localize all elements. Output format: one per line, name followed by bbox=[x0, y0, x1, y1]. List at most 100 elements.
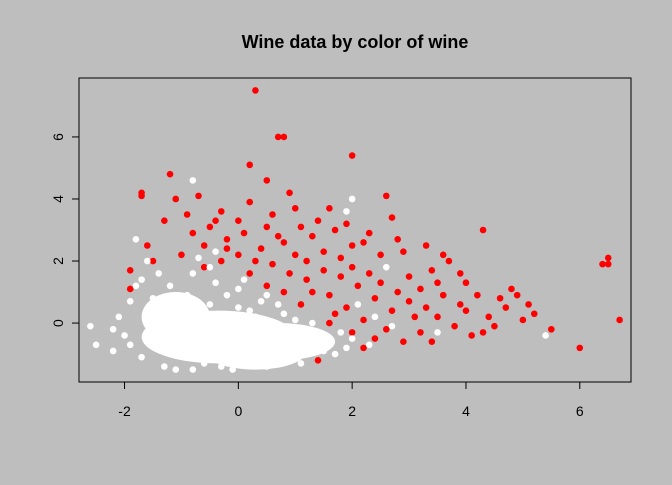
data-point bbox=[314, 356, 322, 364]
data-point bbox=[348, 242, 356, 249]
data-point bbox=[263, 282, 271, 290]
data-point bbox=[428, 338, 436, 345]
data-point bbox=[314, 332, 322, 339]
data-point bbox=[326, 291, 333, 299]
data-point bbox=[143, 257, 151, 265]
data-point bbox=[502, 304, 510, 311]
data-point bbox=[280, 310, 288, 318]
data-point bbox=[206, 263, 214, 271]
x-tick-label: 4 bbox=[462, 403, 470, 419]
data-point bbox=[456, 301, 464, 308]
data-point bbox=[348, 263, 356, 271]
data-point bbox=[138, 353, 145, 361]
data-point bbox=[172, 366, 180, 373]
data-point bbox=[183, 291, 191, 299]
data-point bbox=[343, 344, 350, 352]
data-point bbox=[126, 298, 134, 305]
data-point bbox=[400, 338, 407, 345]
data-point bbox=[365, 229, 373, 237]
data-point bbox=[263, 223, 271, 231]
data-point bbox=[212, 217, 219, 224]
data-point bbox=[439, 251, 447, 259]
data-point bbox=[291, 204, 299, 212]
data-point bbox=[348, 335, 356, 342]
data-point bbox=[360, 316, 367, 324]
data-point bbox=[320, 267, 328, 274]
data-point bbox=[599, 260, 606, 268]
data-point bbox=[525, 301, 532, 308]
data-point bbox=[200, 242, 208, 249]
data-point bbox=[132, 282, 140, 290]
data-point bbox=[217, 257, 225, 265]
data-point bbox=[257, 298, 265, 305]
x-tick-label: 6 bbox=[576, 403, 584, 419]
data-point bbox=[394, 288, 401, 296]
data-point bbox=[462, 307, 470, 314]
data-point bbox=[382, 263, 390, 271]
data-point bbox=[405, 273, 413, 280]
data-point bbox=[217, 313, 225, 321]
data-point bbox=[434, 279, 441, 287]
data-point bbox=[280, 133, 288, 141]
data-point bbox=[405, 298, 413, 305]
data-point bbox=[604, 254, 612, 262]
data-point bbox=[286, 356, 293, 364]
data-point bbox=[400, 248, 407, 256]
data-point bbox=[121, 332, 128, 339]
data-point bbox=[456, 270, 464, 277]
data-point bbox=[161, 217, 168, 224]
data-point bbox=[229, 366, 236, 373]
data-point bbox=[303, 350, 310, 358]
data-point bbox=[246, 307, 254, 314]
data-point bbox=[474, 291, 481, 299]
data-point bbox=[337, 254, 345, 262]
data-point bbox=[132, 236, 140, 243]
data-point bbox=[189, 177, 197, 184]
data-point bbox=[434, 329, 441, 336]
data-point bbox=[388, 214, 396, 221]
data-point bbox=[337, 273, 345, 280]
data-point bbox=[246, 161, 254, 169]
data-point bbox=[269, 211, 276, 218]
data-point bbox=[217, 208, 225, 215]
data-point bbox=[109, 347, 117, 355]
y-tick-label: 6 bbox=[50, 133, 66, 141]
data-point bbox=[485, 313, 493, 321]
data-point bbox=[138, 192, 145, 200]
data-point bbox=[143, 242, 151, 249]
data-point bbox=[263, 177, 271, 184]
data-point bbox=[326, 341, 333, 349]
data-point bbox=[200, 263, 208, 271]
data-point bbox=[417, 329, 424, 336]
data-point bbox=[496, 294, 504, 302]
data-point bbox=[166, 347, 174, 355]
data-point bbox=[326, 319, 333, 327]
data-point bbox=[462, 279, 470, 287]
data-point bbox=[235, 332, 242, 339]
y-axis: 0 2 4 6 bbox=[50, 133, 80, 327]
data-point bbox=[172, 316, 180, 324]
data-point bbox=[212, 344, 219, 352]
data-point bbox=[280, 338, 288, 345]
data-point bbox=[508, 285, 515, 293]
data-point bbox=[138, 276, 145, 283]
data-point bbox=[388, 307, 396, 314]
data-point bbox=[371, 294, 379, 302]
data-point bbox=[189, 310, 197, 318]
data-point bbox=[320, 347, 328, 355]
data-point bbox=[206, 301, 214, 308]
data-point bbox=[382, 325, 390, 333]
data-point bbox=[297, 223, 305, 231]
x-tick-label: -2 bbox=[118, 403, 131, 419]
data-point bbox=[178, 329, 185, 336]
data-point bbox=[360, 239, 367, 246]
data-point bbox=[337, 329, 345, 336]
data-point bbox=[223, 245, 231, 252]
data-point bbox=[451, 322, 458, 330]
chart-title: Wine data by color of wine bbox=[242, 32, 469, 52]
data-point bbox=[428, 267, 436, 274]
data-point bbox=[161, 307, 168, 314]
data-point bbox=[240, 276, 248, 283]
data-point bbox=[479, 226, 487, 234]
data-point bbox=[331, 350, 339, 358]
